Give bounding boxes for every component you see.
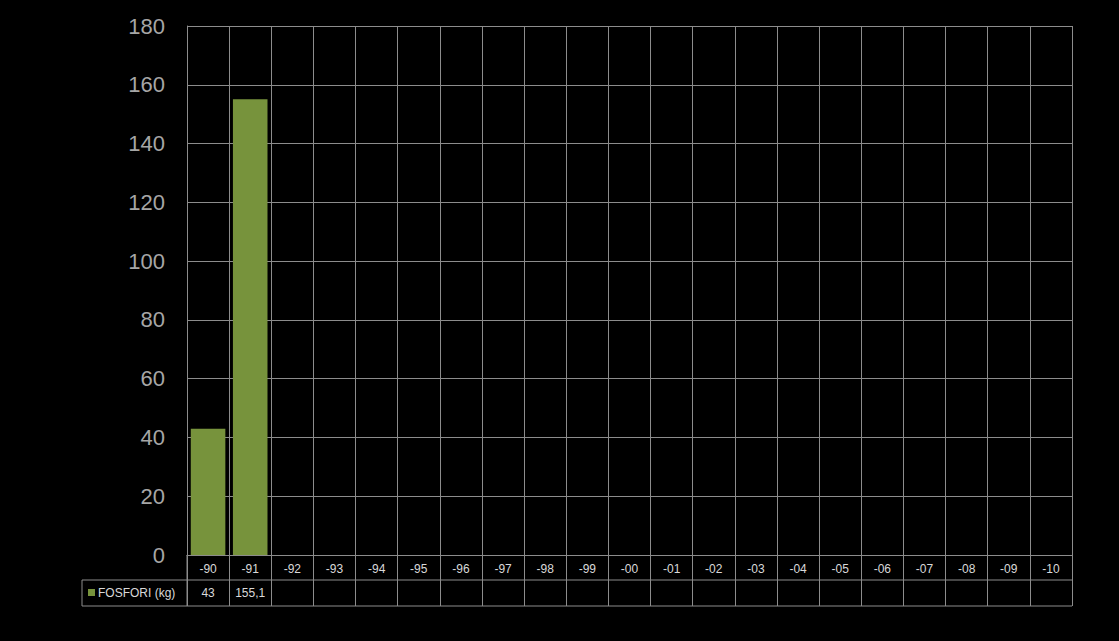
svg-text:-01: -01 <box>663 562 681 576</box>
svg-text:-96: -96 <box>452 562 470 576</box>
svg-text:-93: -93 <box>326 562 344 576</box>
svg-text:FOSFORI (kg): FOSFORI (kg) <box>98 586 175 600</box>
svg-text:43: 43 <box>201 586 215 600</box>
svg-text:-95: -95 <box>410 562 428 576</box>
svg-text:-03: -03 <box>747 562 765 576</box>
svg-text:100: 100 <box>128 249 165 274</box>
svg-text:0: 0 <box>153 543 165 568</box>
svg-text:-00: -00 <box>621 562 639 576</box>
svg-text:-99: -99 <box>579 562 597 576</box>
svg-text:-91: -91 <box>242 562 260 576</box>
svg-text:-09: -09 <box>1000 562 1018 576</box>
svg-text:-98: -98 <box>537 562 555 576</box>
svg-text:155,1: 155,1 <box>235 586 265 600</box>
svg-text:60: 60 <box>141 366 165 391</box>
svg-text:180: 180 <box>128 14 165 39</box>
svg-text:20: 20 <box>141 484 165 509</box>
svg-text:-92: -92 <box>284 562 302 576</box>
svg-text:-90: -90 <box>199 562 217 576</box>
svg-text:-05: -05 <box>832 562 850 576</box>
svg-text:160: 160 <box>128 72 165 97</box>
svg-text:-08: -08 <box>958 562 976 576</box>
svg-text:-06: -06 <box>874 562 892 576</box>
svg-text:-04: -04 <box>789 562 807 576</box>
svg-text:-94: -94 <box>368 562 386 576</box>
svg-text:140: 140 <box>128 131 165 156</box>
svg-text:120: 120 <box>128 190 165 215</box>
svg-text:40: 40 <box>141 425 165 450</box>
svg-text:80: 80 <box>141 307 165 332</box>
svg-text:-07: -07 <box>916 562 934 576</box>
svg-text:-97: -97 <box>494 562 512 576</box>
svg-text:-10: -10 <box>1042 562 1060 576</box>
svg-text:-02: -02 <box>705 562 723 576</box>
